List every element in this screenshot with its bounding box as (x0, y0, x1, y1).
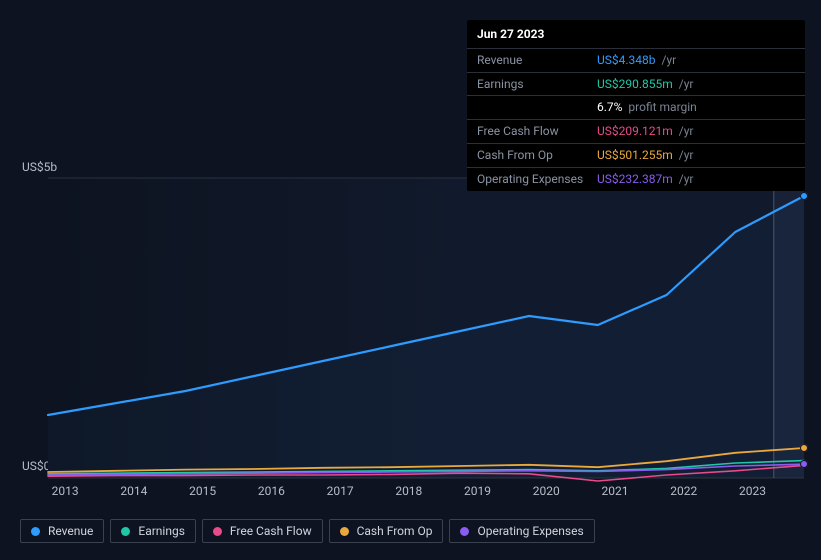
tooltip-row: EarningsUS$290.855m /yr (467, 73, 805, 97)
legend-swatch-icon (460, 527, 469, 536)
tooltip-row: RevenueUS$4.348b /yr (467, 49, 805, 73)
tooltip-label: Earnings (477, 76, 597, 93)
legend-label: Operating Expenses (477, 524, 583, 538)
tooltip-value: US$501.255m /yr (597, 147, 693, 164)
tooltip-label: Operating Expenses (477, 171, 597, 188)
tooltip-value: 6.7% profit margin (597, 99, 697, 116)
tooltip-row: Operating ExpensesUS$232.387m /yr (467, 168, 805, 191)
tooltip-label: Free Cash Flow (477, 123, 597, 140)
tooltip-value: US$232.387m /yr (597, 171, 693, 188)
legend-item[interactable]: Free Cash Flow (202, 519, 323, 543)
tooltip-row: Free Cash FlowUS$209.121m /yr (467, 120, 805, 144)
legend-label: Free Cash Flow (230, 524, 312, 538)
tooltip-label: Revenue (477, 52, 597, 69)
legend-item[interactable]: Revenue (20, 519, 104, 543)
tooltip-value: US$209.121m /yr (597, 123, 693, 140)
x-tick: 2015 (189, 484, 216, 498)
legend-swatch-icon (213, 527, 222, 536)
legend-swatch-icon (340, 527, 349, 536)
x-tick: 2013 (52, 484, 79, 498)
x-tick: 2014 (120, 484, 147, 498)
tooltip-value: US$290.855m /yr (597, 76, 693, 93)
x-tick: 2023 (739, 484, 766, 498)
legend: Revenue Earnings Free Cash Flow Cash From O… (20, 519, 595, 543)
tooltip-row: Cash From OpUS$501.255m /yr (467, 144, 805, 168)
tooltip-label: Cash From Op (477, 147, 597, 164)
legend-swatch-icon (31, 527, 40, 536)
tooltip-row: 6.7% profit margin (467, 96, 805, 120)
end-marker-revenue (800, 192, 808, 200)
x-tick: 2021 (602, 484, 629, 498)
tooltip-panel: Jun 27 2023 RevenueUS$4.348b /yrEarnings… (467, 20, 805, 191)
x-tick: 2019 (464, 484, 491, 498)
x-tick: 2018 (395, 484, 422, 498)
x-tick: 2016 (258, 484, 285, 498)
tooltip-value: US$4.348b /yr (597, 52, 676, 69)
legend-label: Earnings (138, 524, 185, 538)
tooltip-label (477, 99, 597, 116)
end-marker-cfo (800, 444, 808, 452)
tooltip-date: Jun 27 2023 (467, 20, 805, 49)
x-tick: 2022 (670, 484, 697, 498)
legend-item[interactable]: Operating Expenses (449, 519, 594, 543)
legend-item[interactable]: Cash From Op (329, 519, 444, 543)
legend-item[interactable]: Earnings (110, 519, 196, 543)
legend-label: Cash From Op (357, 524, 433, 538)
x-tick: 2017 (327, 484, 354, 498)
x-tick: 2020 (533, 484, 560, 498)
legend-swatch-icon (121, 527, 130, 536)
legend-label: Revenue (48, 524, 93, 538)
x-axis-ticks: 2013 2014 2015 2016 2017 2018 2019 2020 2021 2022… (48, 484, 804, 500)
chart-container: US$5b US$0 Jun 27 2023 RevenueUS$4.348b … (0, 0, 821, 560)
